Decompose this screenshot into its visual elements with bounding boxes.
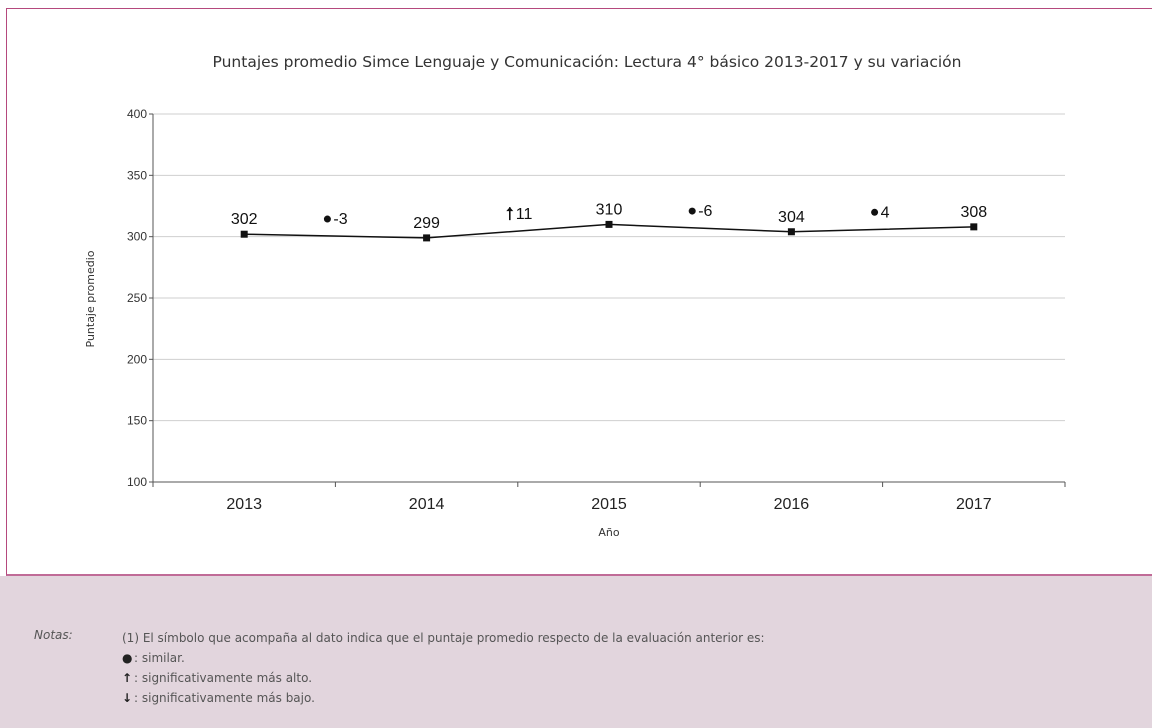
data-label: 304 <box>778 209 805 226</box>
y-tick-label: 100 <box>127 475 147 489</box>
chart-panel: Puntajes promedio Simce Lenguaje y Comun… <box>6 8 1152 576</box>
notes-body: (1) El símbolo que acompaña al dato indi… <box>122 628 765 708</box>
data-label: 308 <box>960 204 987 221</box>
variation-label: -3 <box>333 211 347 228</box>
note-item-text: : significativamente más alto. <box>134 671 313 685</box>
variation-label: -6 <box>698 203 712 220</box>
y-axis-label: Puntaje promedio <box>84 250 97 347</box>
y-tick-label: 200 <box>127 352 147 366</box>
data-label: 299 <box>413 215 440 232</box>
chart-title: Puntajes promedio Simce Lenguaje y Comun… <box>213 53 962 71</box>
dot-icon <box>871 208 879 216</box>
note-item-text: : similar. <box>134 651 185 665</box>
y-tick-label: 250 <box>127 291 147 305</box>
x-axis-label: Año <box>598 526 619 539</box>
notes-label: Notas: <box>34 628 73 642</box>
x-tick-label: 2015 <box>591 496 627 513</box>
note-item-text: : significativamente más bajo. <box>134 691 315 705</box>
dot-icon <box>688 207 696 215</box>
y-tick-label: 150 <box>127 414 147 428</box>
variation-label: 11 <box>516 206 533 223</box>
y-tick-label: 400 <box>127 107 147 121</box>
data-point <box>605 220 613 228</box>
x-tick-label: 2016 <box>774 496 810 513</box>
x-tick-label: 2017 <box>956 496 992 513</box>
data-label: 310 <box>596 201 623 218</box>
notes-panel: Notas: (1) El símbolo que acompaña al da… <box>0 576 1152 728</box>
arrow-down-icon: ↓ <box>122 691 133 705</box>
y-tick-label: 300 <box>127 230 147 244</box>
arrow-head <box>506 207 514 212</box>
y-tick-label: 350 <box>127 168 147 182</box>
x-tick-label: 2014 <box>409 496 445 513</box>
x-tick-label: 2013 <box>226 496 262 513</box>
notes-intro: (1) El símbolo que acompaña al dato indi… <box>122 631 765 645</box>
data-label: 302 <box>231 211 258 228</box>
line-chart: Puntajes promedio Simce Lenguaje y Comun… <box>84 53 1066 539</box>
data-point <box>240 230 248 238</box>
variation-label: 4 <box>881 204 890 221</box>
note-item-higher: ↑: significativamente más alto. <box>122 668 765 688</box>
data-point <box>787 228 795 236</box>
dot-icon: ● <box>122 651 133 665</box>
data-point <box>970 223 978 231</box>
dot-icon <box>323 215 331 223</box>
arrow-up-icon: ↑ <box>122 671 133 685</box>
note-item-lower: ↓: significativamente más bajo. <box>122 688 765 708</box>
note-item-similar: ●: similar. <box>122 648 765 668</box>
data-point <box>423 234 431 242</box>
